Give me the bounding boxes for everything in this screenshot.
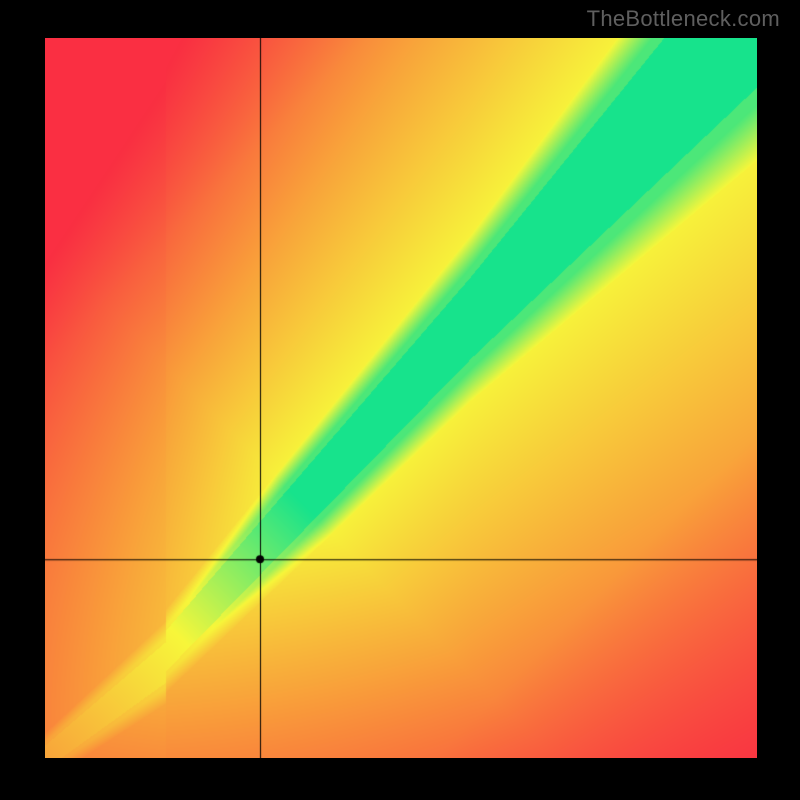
bottleneck-heatmap <box>45 38 757 758</box>
watermark-text: TheBottleneck.com <box>587 6 780 32</box>
chart-container: TheBottleneck.com <box>0 0 800 800</box>
